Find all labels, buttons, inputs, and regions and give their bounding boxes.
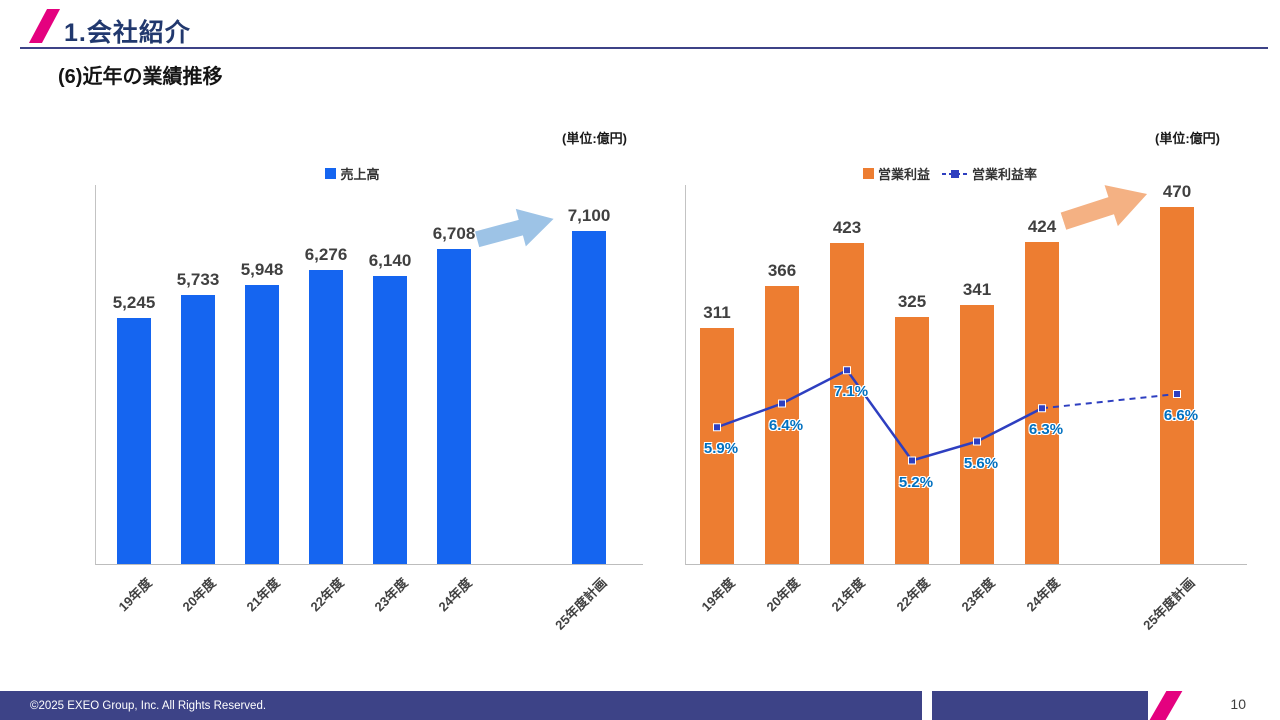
growth-arrow-icon [471, 198, 560, 264]
copyright-text: ©2025 EXEO Group, Inc. All Rights Reserv… [30, 699, 267, 712]
line-series [713, 366, 1181, 465]
footer-bar-right [932, 691, 1148, 720]
page-title: 1.会社紹介 [64, 19, 191, 47]
footer-bar: ©2025 EXEO Group, Inc. All Rights Reserv… [0, 691, 922, 720]
line-value-label: 6.6% [1163, 407, 1199, 424]
bar-value-label: 470 [1162, 182, 1192, 201]
bar [373, 276, 407, 564]
legend-swatch-icon [862, 168, 874, 179]
line-value-label: 6.4% [768, 416, 804, 434]
legend-label: 営業利益 [877, 167, 930, 182]
bar [117, 318, 151, 564]
bar-value-label: 5,733 [176, 270, 220, 289]
legend-swatch-icon [325, 168, 337, 179]
page-number: 10 [1230, 696, 1246, 712]
category-label: 25年度計画 [552, 575, 610, 633]
category-label: 21年度 [828, 575, 868, 615]
bar [181, 295, 215, 564]
revenue-chart: (単位:億円) 売上高 5,245 19年度 5,733 20年度 5,948 21年度 6… [60, 120, 645, 680]
bar-value-label: 366 [767, 261, 797, 280]
bar-value-label: 7,100 [567, 206, 611, 225]
operating-profit-chart: (単位:億円) 営業利益 営業利益率 311 19年度 366 20年度 423 21年度 3… [650, 120, 1250, 680]
legend-item: 売上高 [325, 164, 380, 183]
legend-item: 営業利益率 [942, 164, 1037, 183]
bar-value-label: 325 [897, 292, 927, 311]
line-value-label: 5.9% [703, 440, 739, 458]
plot-area: 311 19年度 366 20年度 423 21年度 325 22年度 341 23年度 424 24… [685, 182, 1247, 633]
bar [830, 243, 864, 564]
line-value-label: 6.3% [1028, 421, 1064, 439]
line-marker-icon [908, 456, 916, 465]
category-label: 23年度 [371, 575, 411, 615]
footer-accent-slash-icon [1149, 691, 1183, 720]
category-label: 24年度 [435, 575, 475, 615]
bar [1160, 207, 1194, 564]
section-subtitle: (6)近年の業績推移 [58, 66, 223, 88]
line-marker-icon [778, 399, 786, 408]
chart-legend: 売上高 [60, 164, 645, 183]
line-value-label: 7.1% [833, 383, 869, 401]
category-label: 22年度 [307, 575, 347, 615]
legend-label: 営業利益率 [972, 167, 1038, 182]
bar [700, 328, 734, 564]
unit-label: (単位:億円) [1155, 131, 1220, 146]
bar [765, 286, 799, 564]
bar-value-label: 5,948 [240, 260, 284, 279]
bar [572, 231, 606, 564]
legend-item: 営業利益 [862, 164, 930, 183]
chart-legend: 営業利益 営業利益率 [650, 164, 1250, 183]
bar [245, 285, 279, 564]
bar [437, 249, 471, 564]
bar-value-label: 423 [832, 218, 862, 237]
bar-value-label: 311 [703, 303, 731, 322]
growth-arrow-icon [1056, 172, 1156, 249]
category-label: 19年度 [115, 575, 155, 615]
category-label: 21年度 [243, 575, 283, 615]
line-marker-icon [973, 437, 981, 446]
category-label: 22年度 [893, 575, 933, 615]
line-marker-icon [843, 366, 851, 375]
line-marker-icon [1038, 404, 1046, 413]
unit-label: (単位:億円) [562, 131, 627, 146]
bar-value-label: 424 [1027, 217, 1057, 236]
header-divider [20, 47, 1268, 49]
bar-value-label: 6,708 [432, 224, 476, 243]
bar-value-label: 6,140 [368, 251, 412, 270]
line-marker-icon [713, 423, 721, 432]
bar [309, 270, 343, 564]
category-label: 19年度 [698, 575, 738, 615]
bar-value-label: 6,276 [304, 245, 348, 264]
bar [895, 317, 929, 564]
accent-slash-icon [28, 9, 61, 43]
line-marker-icon [1173, 390, 1181, 398]
line-value-label: 5.2% [898, 473, 934, 491]
bar-value-label: 5,245 [112, 293, 156, 312]
bar [1025, 242, 1059, 564]
category-label: 24年度 [1023, 575, 1063, 615]
legend-label: 売上高 [340, 167, 380, 182]
category-label: 20年度 [763, 575, 803, 615]
category-label: 23年度 [958, 575, 998, 615]
plot-area: 5,245 19年度 5,733 20年度 5,948 21年度 6,276 22年度 6,14… [95, 185, 643, 633]
line-value-label: 5.6% [963, 454, 999, 472]
category-label: 20年度 [179, 575, 219, 615]
legend-dashed-line-marker-icon [942, 169, 968, 178]
bar-value-label: 341 [962, 280, 992, 299]
category-label: 25年度計画 [1140, 575, 1198, 633]
